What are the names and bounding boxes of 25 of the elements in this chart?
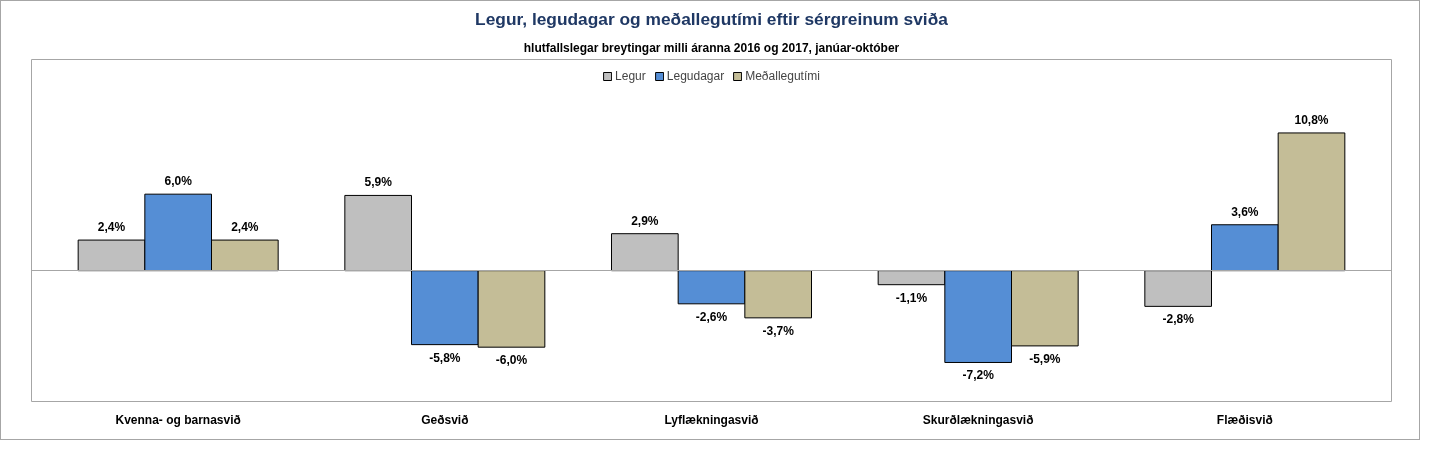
chart-title: Legur, legudagar og meðallegutími eftir sérgreinum sviða [475, 8, 949, 29]
legend-label: Legudagar [666, 69, 725, 83]
data-label: -5,8% [429, 350, 461, 365]
data-label: 6,0% [164, 174, 193, 189]
data-label: 2,4% [97, 220, 126, 235]
data-label: 10,8% [1294, 112, 1329, 127]
x-tick-label: Kvenna- og barnasvið [115, 412, 241, 427]
x-tick-label: Skurðlækningasvið [922, 412, 1034, 427]
data-label: -6,0% [495, 353, 528, 368]
data-label: -7,2% [962, 368, 995, 383]
x-tick-label: Lyflækningasvið [664, 412, 759, 427]
data-label: 3,6% [1231, 204, 1259, 219]
data-label: -5,9% [1029, 351, 1061, 366]
data-label: 5,9% [364, 175, 393, 190]
legend-label: Meðallegutími [745, 69, 820, 83]
chart-subtitle: hlutfallslegar breytingar milli áranna 2016 og 2017, janúar-október [523, 40, 900, 55]
data-label: 2,9% [631, 213, 659, 228]
data-label: 2,4% [231, 220, 259, 235]
x-tick-label: Geðsvið [421, 412, 469, 427]
data-label: -2,6% [695, 309, 728, 324]
data-label: -2,8% [1162, 312, 1195, 327]
x-tick-label: Flæðisvið [1216, 412, 1273, 427]
data-label: -3,7% [762, 323, 795, 338]
data-label: -1,1% [895, 290, 928, 305]
legend-label: Legur [615, 69, 646, 83]
